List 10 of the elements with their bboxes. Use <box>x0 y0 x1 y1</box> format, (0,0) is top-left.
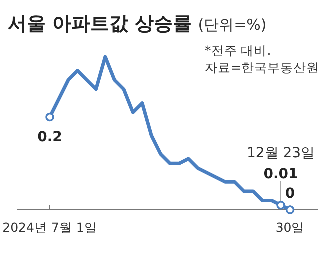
data-label: 0.2 <box>38 129 62 146</box>
title: 서울 아파트값 상승률 <box>8 13 192 35</box>
annotation: *전주 대비. <box>205 43 272 58</box>
xtick: 2024년 7월 1일 <box>2 220 98 235</box>
annotation: 12월 23일 <box>247 145 316 162</box>
data-label: 0.01 <box>264 166 298 182</box>
data-label: 0 <box>285 186 296 202</box>
subtitle: (단위=%) <box>198 16 267 34</box>
xtick: 30일 <box>276 220 305 235</box>
annotation: 자료=한국부동산원 <box>205 60 320 75</box>
